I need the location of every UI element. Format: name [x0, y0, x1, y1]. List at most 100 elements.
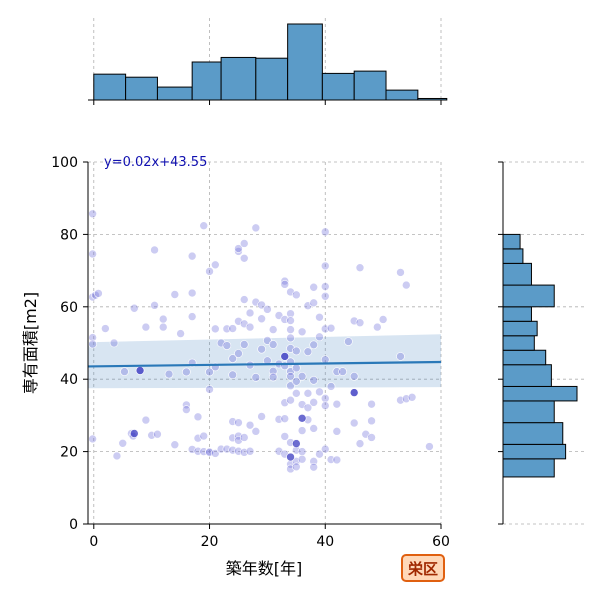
scatter-point [309, 282, 318, 292]
scatter-point [378, 315, 388, 324]
scatter-point [245, 420, 255, 430]
scatter-point [338, 367, 347, 376]
scatter-point [257, 344, 266, 354]
scatter-point [315, 449, 324, 459]
x-hist-bar [287, 23, 323, 101]
regression-confidence-band [88, 334, 441, 389]
scatter-point [367, 399, 376, 409]
scatter-point [158, 322, 168, 332]
scatter-point [193, 412, 203, 422]
region-badge: 栄区 [401, 554, 445, 582]
scatter-point [141, 322, 151, 332]
scatter-point [182, 400, 191, 410]
scatter-point [268, 372, 278, 382]
scatter-point-dense [292, 439, 301, 448]
scatter-point [349, 418, 359, 428]
y-marginal-histogram [498, 161, 585, 525]
scatter-point [187, 251, 197, 261]
scatter-point [367, 416, 376, 426]
x-axis-label: 築年数[年] [226, 559, 303, 578]
y-tick-label: 60 [60, 300, 78, 316]
y-hist-bar [502, 284, 555, 308]
scatter-point [407, 392, 417, 402]
scatter-point-dense [280, 352, 290, 361]
y-tick-label: 80 [60, 227, 78, 243]
scatter-point [211, 449, 220, 458]
scatter-point [326, 323, 336, 333]
scatter-point [332, 399, 342, 409]
scatter-point [88, 434, 97, 444]
scatter-point [170, 290, 180, 299]
scatter-point [234, 418, 243, 427]
y-hist-bar [502, 458, 555, 478]
scatter-point [315, 332, 324, 342]
y-axis-label: 専有面積[m2] [21, 292, 40, 394]
scatter-point [205, 267, 214, 276]
scatter-point [292, 346, 301, 356]
scatter-point-dense [297, 413, 307, 423]
scatter-point [297, 426, 307, 435]
scatter-point [228, 324, 237, 333]
scatter-point [245, 308, 255, 318]
region-badge-label: 栄区 [407, 560, 438, 578]
y-hist-bar [502, 320, 538, 337]
scatter-point [355, 263, 365, 273]
scatter-point [332, 455, 342, 465]
scatter-point [170, 440, 180, 450]
y-hist-bar [502, 248, 524, 264]
y-hist-bar [502, 349, 547, 366]
scatter-point [101, 324, 110, 333]
x-hist-bar [255, 57, 289, 101]
x-tick-label: 20 [201, 534, 219, 550]
scatter-point [94, 289, 103, 298]
scatter-point [396, 268, 405, 277]
scatter-point [257, 412, 266, 421]
scatter-point [109, 338, 119, 348]
scatter-point [292, 377, 301, 386]
scatter-point [257, 300, 266, 310]
scatter-point [292, 290, 301, 300]
scatter-point [263, 305, 272, 314]
scatter-point [150, 301, 159, 310]
scatter-point [292, 462, 301, 472]
scatter-point [320, 227, 330, 237]
scatter-point [280, 432, 290, 441]
scatter-point [286, 325, 295, 334]
x-hist-bar [353, 70, 387, 101]
scatter-point-dense [286, 452, 295, 462]
x-hist-bar [321, 72, 355, 101]
scatter-point [141, 415, 151, 425]
scatter-point [88, 249, 97, 259]
scatter-point [315, 387, 324, 397]
scatter-point [326, 382, 336, 391]
scatter-point [187, 288, 197, 298]
scatter-point [286, 381, 295, 391]
scatter-point [199, 221, 209, 231]
scatter-point [297, 372, 307, 381]
x-tick-label: 0 [89, 534, 98, 550]
x-hist-bar [125, 76, 158, 101]
scatter-point [120, 367, 129, 376]
scatter-point [315, 312, 324, 322]
scatter-point [320, 292, 330, 301]
scatter-point [245, 322, 255, 332]
scatter-point [88, 209, 97, 219]
scatter-point [118, 438, 128, 448]
scatter-point [205, 367, 214, 377]
y-tick-label: 100 [51, 155, 78, 171]
scatter-point [309, 375, 318, 385]
scatter-point [199, 431, 209, 441]
y-hist-bar [502, 233, 521, 250]
scatter-point [297, 327, 307, 337]
scatter-point [292, 389, 301, 398]
scatter-point [257, 314, 266, 324]
scatter-point [373, 322, 382, 332]
scatter-point [367, 433, 376, 442]
x-hist-bar [191, 61, 222, 101]
scatter-point [239, 253, 249, 263]
scatter-point [245, 446, 255, 456]
scatter-point [280, 414, 290, 423]
scatter-point [280, 276, 290, 286]
